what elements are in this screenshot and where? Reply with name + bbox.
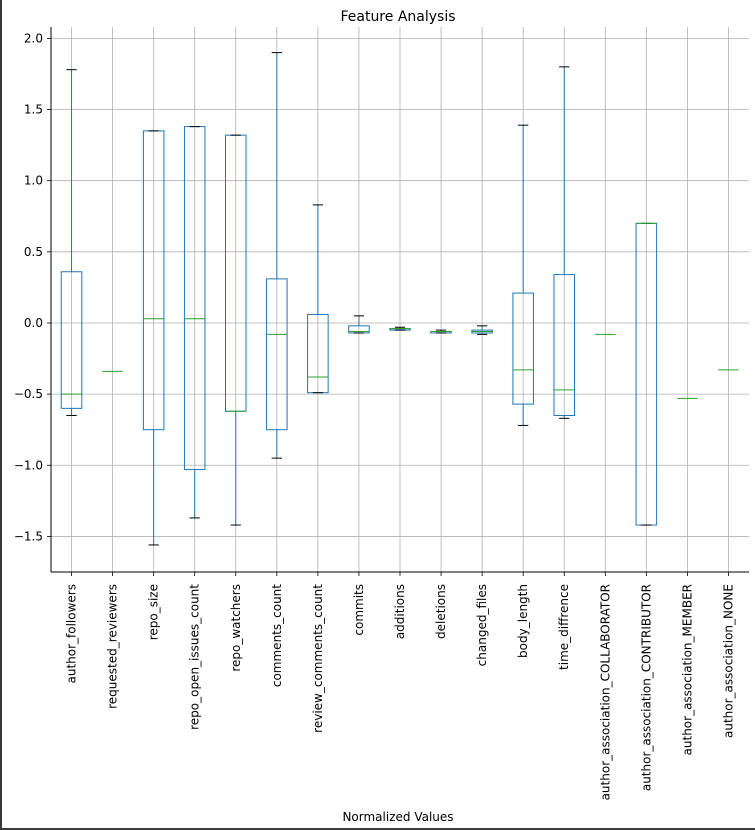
x-tick-label: repo_watchers <box>229 584 243 672</box>
box-review_comments_count <box>307 204 329 394</box>
y-tick-label: 2.0 <box>24 31 43 45</box>
iqr-box <box>266 278 288 431</box>
x-tick-label: time_diffrence <box>557 584 571 670</box>
x-tick-label: author_association_CONTRIBUTOR <box>639 584 653 791</box>
x-tick-label: commits <box>352 584 366 636</box>
x-tick-label: author_followers <box>65 584 79 684</box>
x-tick-label: author_association_MEMBER <box>680 584 694 755</box>
x-tick-label: deletions <box>434 584 448 639</box>
box-repo_watchers <box>225 134 247 526</box>
x-tick-label: author_association_COLLABORATOR <box>598 584 612 800</box>
x-axis-label: Normalized Values <box>342 810 453 824</box>
chart-title: Feature Analysis <box>340 9 455 25</box>
y-tick-label: 1.5 <box>24 103 43 117</box>
box-layer <box>60 52 739 546</box>
x-tick-label: review_comments_count <box>311 584 325 733</box>
box-body_length <box>512 124 534 426</box>
grid-layer <box>51 27 749 572</box>
x-tick-layer: author_followers requested_reviewers repo_… <box>65 572 735 800</box>
box-comments_count <box>266 52 288 459</box>
y-tick-label: −1.0 <box>14 458 43 472</box>
iqr-box <box>553 274 575 416</box>
iqr-box <box>60 271 83 409</box>
box-deletions <box>430 329 452 334</box>
box-author_association_CONTRIBUTOR <box>635 222 658 526</box>
iqr-box <box>512 292 534 405</box>
box-additions <box>389 326 411 331</box>
x-tick-label: repo_size <box>147 584 161 640</box>
y-tick-label: −1.5 <box>14 529 43 543</box>
box-commits <box>348 315 370 334</box>
x-tick-label: additions <box>393 584 407 639</box>
x-tick-label: changed_files <box>475 584 489 666</box>
x-tick-label: comments_count <box>270 584 284 687</box>
y-tick-layer: 2.0 1.5 1.0 0.5 0.0 −0.5 −1.0 −1.5 <box>14 31 51 543</box>
x-tick-label: repo_open_issues_count <box>188 584 202 730</box>
y-tick-label: 0.5 <box>24 245 43 259</box>
x-tick-label: author_association_NONE <box>721 584 735 738</box>
box-time_diffrence <box>553 66 575 419</box>
y-tick-label: 1.0 <box>24 174 43 188</box>
box-repo_size <box>142 130 165 546</box>
y-tick-label: 0.0 <box>24 316 43 330</box>
x-tick-label: requested_reviewers <box>106 584 120 709</box>
y-tick-label: −0.5 <box>14 387 43 401</box>
box-repo_open_issues_count <box>183 126 206 519</box>
x-tick-label: body_length <box>516 584 530 658</box>
box-changed_files <box>471 325 493 335</box>
box-author_followers <box>60 69 83 416</box>
